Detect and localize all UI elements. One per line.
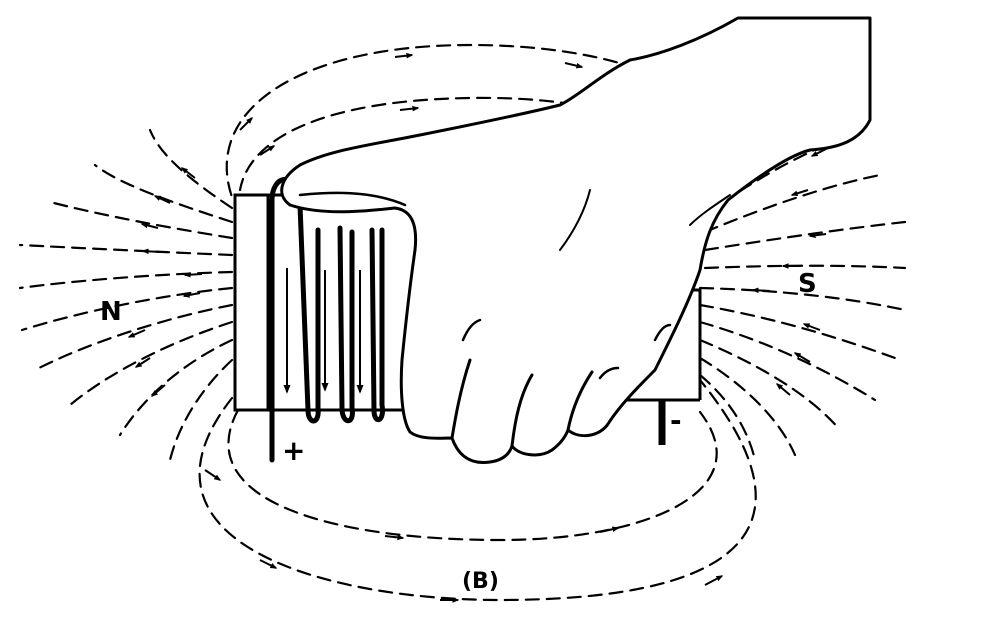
arrow-top-outer-2: [564, 62, 584, 69]
figure-caption: (B): [462, 569, 499, 594]
knuckle-3: [653, 323, 672, 342]
coil-turn-3: [369, 227, 386, 422]
arrow-left-9: [150, 384, 166, 397]
field-line-left-8: [68, 320, 234, 407]
arrow-right-8: [775, 383, 791, 396]
field-line-left-5: [18, 270, 234, 290]
arrow-right-3: [808, 232, 827, 239]
positive-terminal-label: +: [282, 434, 305, 467]
negative-terminal: -: [658, 400, 682, 445]
coil-turn-1: [292, 192, 321, 424]
core-right-face: [693, 288, 702, 400]
field-line-left-7: [33, 303, 234, 372]
finger-line-2: [510, 373, 534, 448]
arrow-right-7: [793, 352, 811, 363]
knuckle-1: [461, 318, 482, 342]
field-line-right-9: [698, 356, 797, 457]
arrow-left-2: [153, 195, 171, 204]
arrow-bottom-inner-2: [599, 526, 620, 533]
field-line-right-10: [698, 373, 757, 462]
arrow-left-3: [140, 222, 159, 229]
field-line-left-1: [148, 128, 234, 210]
arrow-top-inner-1: [399, 105, 420, 112]
arrow-left-8: [134, 357, 151, 368]
finger-line-1: [450, 358, 472, 440]
hand-outline: [280, 16, 872, 465]
field-line-right-5: [698, 286, 907, 312]
field-line-right-6: [698, 303, 897, 360]
field-line-right-8: [698, 338, 842, 432]
coil-turn-2: [337, 225, 355, 424]
arrow-left-7: [127, 329, 146, 338]
core-left-face: [233, 193, 270, 412]
arrow-bottom-inner-3: [204, 469, 222, 481]
field-line-right-3: [703, 220, 907, 252]
arrow-left-1: [180, 167, 196, 179]
knuckle-2: [598, 366, 620, 380]
arrow-right-5: [751, 287, 771, 294]
field-line-right-7: [698, 320, 877, 402]
south-pole-label: S: [798, 269, 817, 299]
finger-line-3: [566, 370, 594, 432]
field-line-left-10: [168, 358, 234, 462]
coil-windings: [269, 175, 386, 463]
arrow-right-2: [790, 189, 809, 197]
field-line-left-4: [18, 243, 234, 257]
arrow-top-inner-2: [259, 145, 276, 156]
current-arrows: [283, 268, 364, 394]
field-loop-bottom-inner: [227, 408, 718, 542]
arrow-left-6: [182, 292, 201, 298]
field-line-right-4: [703, 264, 907, 270]
left-hand-illustration: [280, 16, 872, 465]
arrow-left-4: [141, 248, 161, 255]
wrist-crease: [689, 194, 731, 226]
arrow-left-5: [183, 271, 203, 278]
field-line-left-2: [93, 163, 234, 224]
arrow-bottom-inner-1: [384, 534, 405, 541]
field-line-left-3: [48, 200, 234, 240]
arrow-right-6: [802, 323, 821, 331]
arrow-top-outer-3: [239, 117, 253, 131]
field-line-right-2: [703, 173, 882, 234]
arrow-top-outer-1: [394, 52, 414, 59]
field-line-left-6: [20, 286, 234, 332]
field-line-left-9: [118, 338, 234, 437]
coil-lead-positive: [269, 176, 298, 463]
field-arrowheads: [127, 52, 829, 603]
thumb-crease: [298, 191, 407, 207]
negative-terminal-label: -: [670, 404, 682, 437]
arrow-bottom-outer-2: [704, 575, 724, 586]
palm-crease: [559, 189, 591, 251]
north-pole-label: N: [100, 297, 122, 327]
arrow-bottom-outer-3: [259, 559, 278, 569]
